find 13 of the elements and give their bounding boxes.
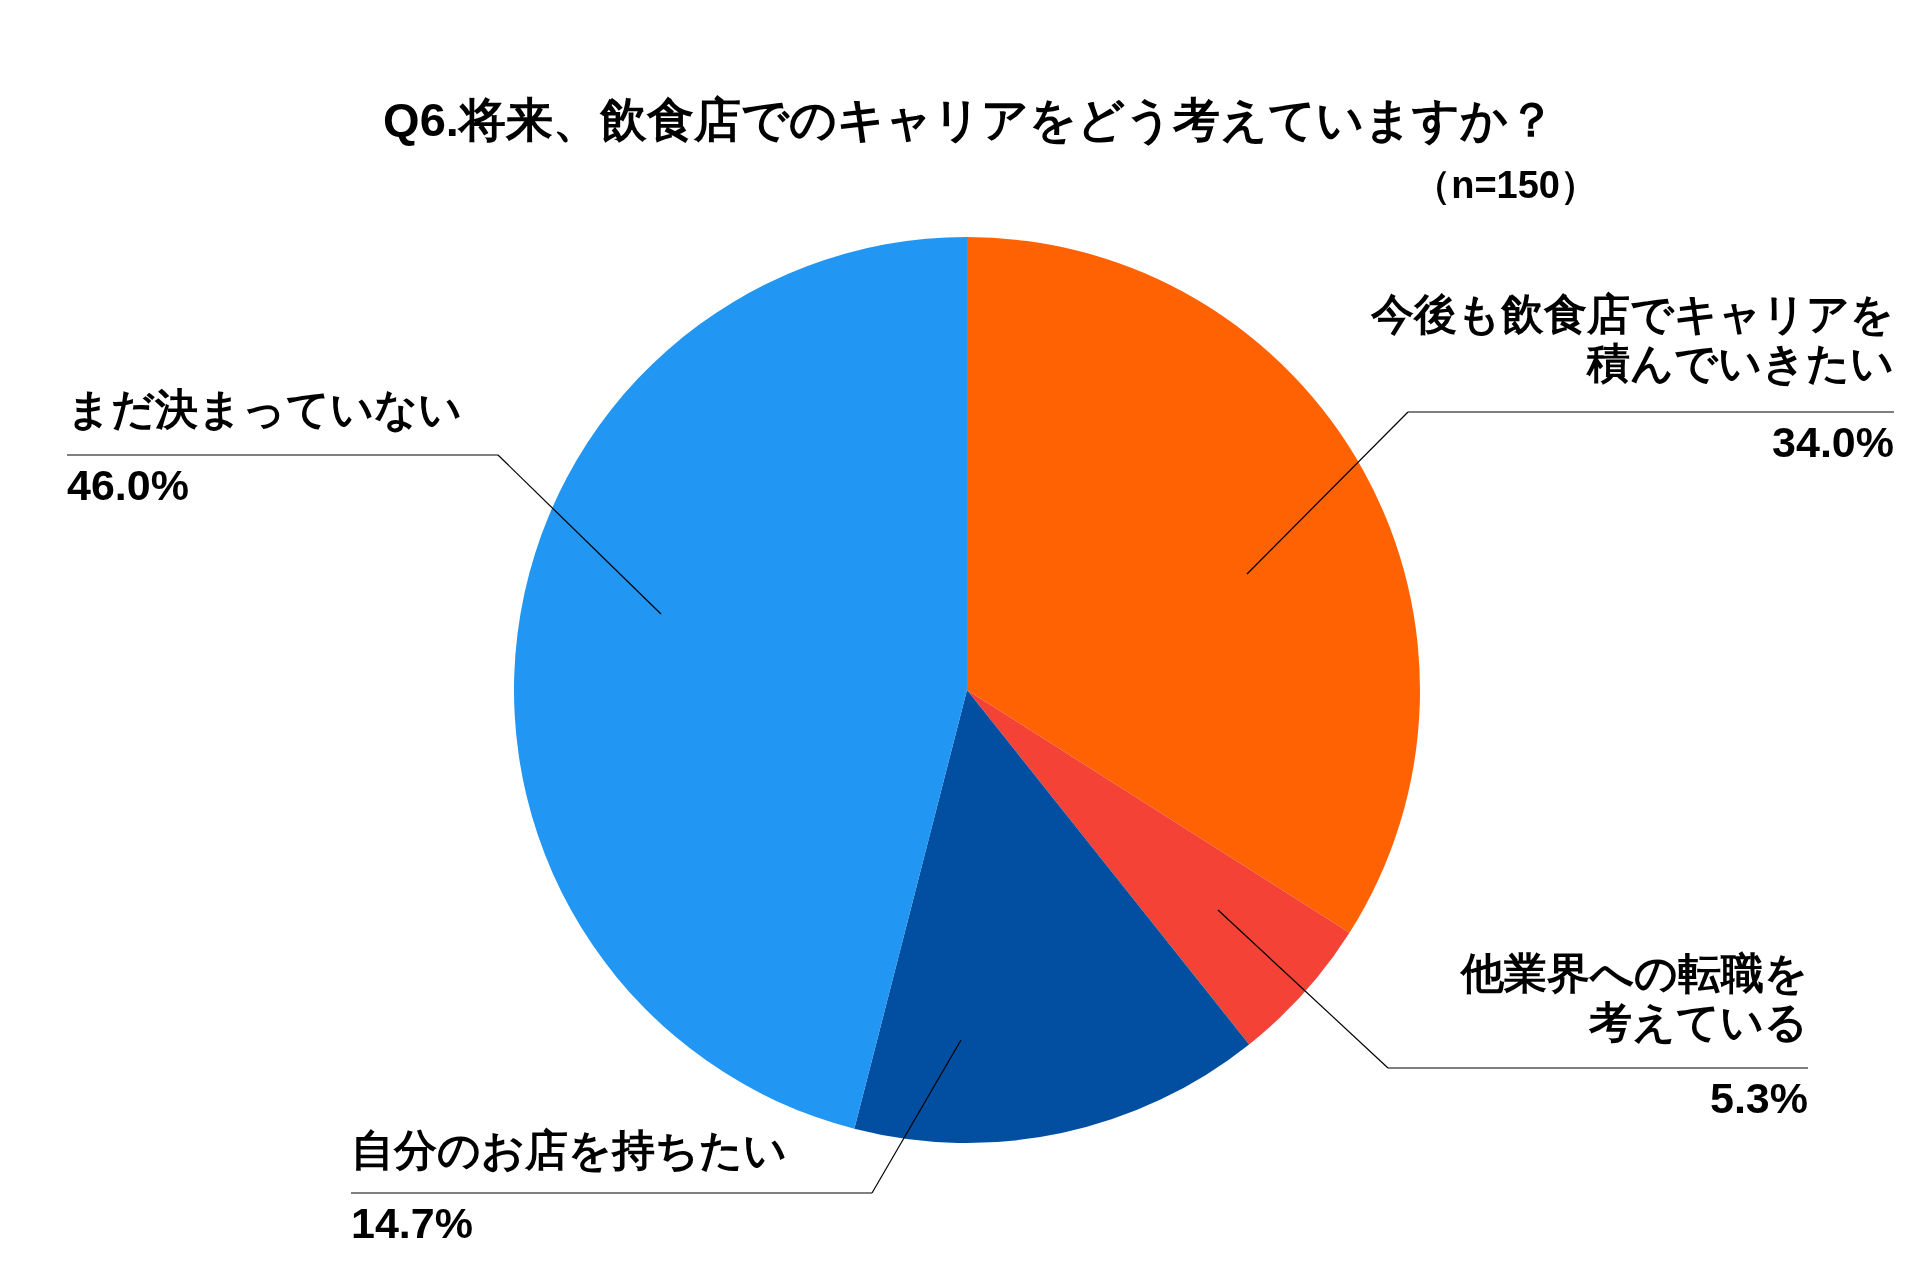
slice-label: 他業界への転職を考えている [1459, 949, 1808, 1046]
slice-label: まだ決まっていない [67, 385, 462, 433]
data-label: 5.3% [1709, 1074, 1808, 1122]
pie-slice [854, 690, 1250, 1143]
chart-title: Q6.将来、飲食店でのキャリアをどう考えていますか？ [383, 93, 1555, 146]
data-label: 46.0% [67, 461, 189, 509]
chart-subtitle: （n=150） [1413, 164, 1598, 206]
pie-slice [514, 237, 967, 1129]
pie-slice [967, 690, 1350, 1045]
slice-label: 自分のお店を持ちたい [351, 1126, 787, 1174]
data-label: 34.0% [1772, 418, 1894, 466]
data-label: 14.7% [351, 1199, 473, 1247]
slice-label: 今後も飲食店でキャリアを積んでいきたい [1370, 290, 1894, 387]
